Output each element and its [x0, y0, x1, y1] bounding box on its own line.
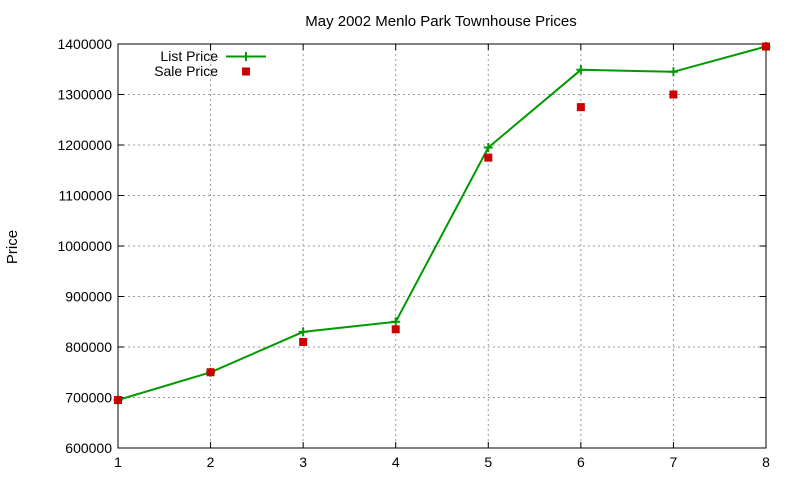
axis-ticks: 6000007000008000009000001000000110000012…: [57, 36, 770, 470]
y-axis-label: Price: [4, 230, 21, 264]
chart-title: May 2002 Menlo Park Townhouse Prices: [305, 13, 577, 30]
x-tick-label: 7: [670, 454, 678, 470]
y-tick-label: 1300000: [57, 87, 112, 103]
sale-price-point: [762, 42, 770, 51]
legend-label-list-price: List Price: [160, 48, 218, 64]
x-tick-label: 6: [577, 454, 585, 470]
sale-price-point: [114, 396, 122, 405]
list-price-point: [668, 67, 678, 77]
sale-price-point: [391, 325, 400, 334]
y-tick-label: 1400000: [57, 36, 112, 52]
list-price-point: [391, 317, 401, 327]
x-tick-label: 4: [392, 454, 400, 470]
x-tick-label: 2: [207, 454, 215, 470]
y-tick-label: 1000000: [57, 238, 112, 254]
grid-lines: [118, 44, 766, 448]
list-price-point: [483, 143, 493, 153]
y-tick-label: 700000: [65, 390, 112, 406]
data-series: [113, 42, 771, 405]
x-tick-label: 1: [114, 454, 122, 470]
legend-marker-sale-price: [242, 67, 250, 76]
y-tick-label: 1200000: [57, 137, 112, 153]
sale-price-point: [484, 153, 493, 162]
sale-price-point: [576, 103, 585, 112]
legend-label-sale-price: Sale Price: [154, 63, 218, 79]
legend-marker-list-price: [241, 52, 251, 61]
x-tick-label: 8: [762, 454, 770, 470]
legend: List Price Sale Price: [154, 48, 266, 79]
sale-price-point: [299, 337, 308, 346]
list-price-line: [117, 45, 767, 401]
y-tick-label: 900000: [65, 289, 112, 305]
list-price-point: [576, 65, 586, 75]
y-tick-label: 1100000: [59, 188, 113, 204]
y-tick-label: 600000: [65, 440, 112, 456]
x-tick-label: 5: [484, 454, 492, 470]
y-tick-label: 800000: [65, 339, 112, 355]
x-tick-label: 3: [299, 454, 307, 470]
sale-price-point: [669, 90, 678, 99]
list-price-point: [298, 327, 308, 337]
sale-price-point: [206, 368, 215, 377]
